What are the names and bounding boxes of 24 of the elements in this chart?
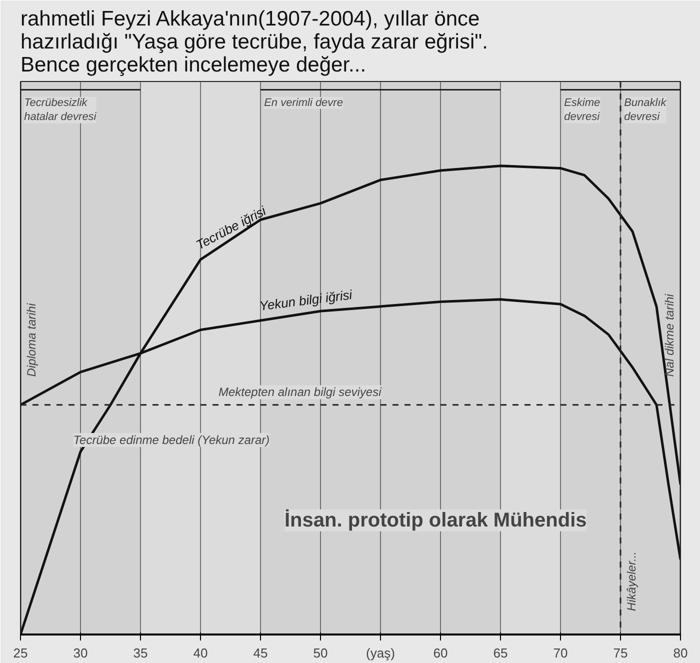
x-tick-label: 35 [133,646,148,660]
band-label: Eskime devresi [564,96,600,124]
chart-title: rahmetli Feyzi Akkaya'nın(1907-2004), yıllar önce hazırladığı "Yaşa göre tecrübe, fayda zarar eğrisi". Bence gerçekten incelemeye değer... [20,8,488,76]
band-label: En verimli devre [264,96,343,109]
x-tick-label: 75 [613,646,628,660]
x-tick-label: 40 [193,646,208,660]
ref-line-label: Mektepten alınan bilgi seviyesi [218,385,382,400]
ref-line-label: Hikâyeler... [624,551,639,612]
text: Yekun bilgi iğrisi [258,286,354,314]
ref-line-label: Nal dikme tarihi [662,294,676,377]
band-label: Tecrübesizlik hatalar devresi [24,96,97,124]
x-tick-label: 80 [673,646,688,660]
x-tick-label: (yaş) [366,646,395,660]
x-tick-label: 60 [433,646,448,660]
ref-line-label: Diploma tarihi [24,303,39,377]
annotation: İnsan. prototip olarak Mühendis [284,508,587,532]
x-tick-label: 65 [493,646,508,660]
x-tick-label: 30 [73,646,88,660]
annotation: Tecrübe edinme bedeli (Yekun zarar) [73,433,270,448]
x-tick-label: 45 [253,646,268,660]
x-tick-label: 50 [313,646,328,660]
x-tick-label: 70 [553,646,568,660]
x-tick-label: 25 [13,646,28,660]
band-label: Bunaklık devresi [624,96,667,124]
